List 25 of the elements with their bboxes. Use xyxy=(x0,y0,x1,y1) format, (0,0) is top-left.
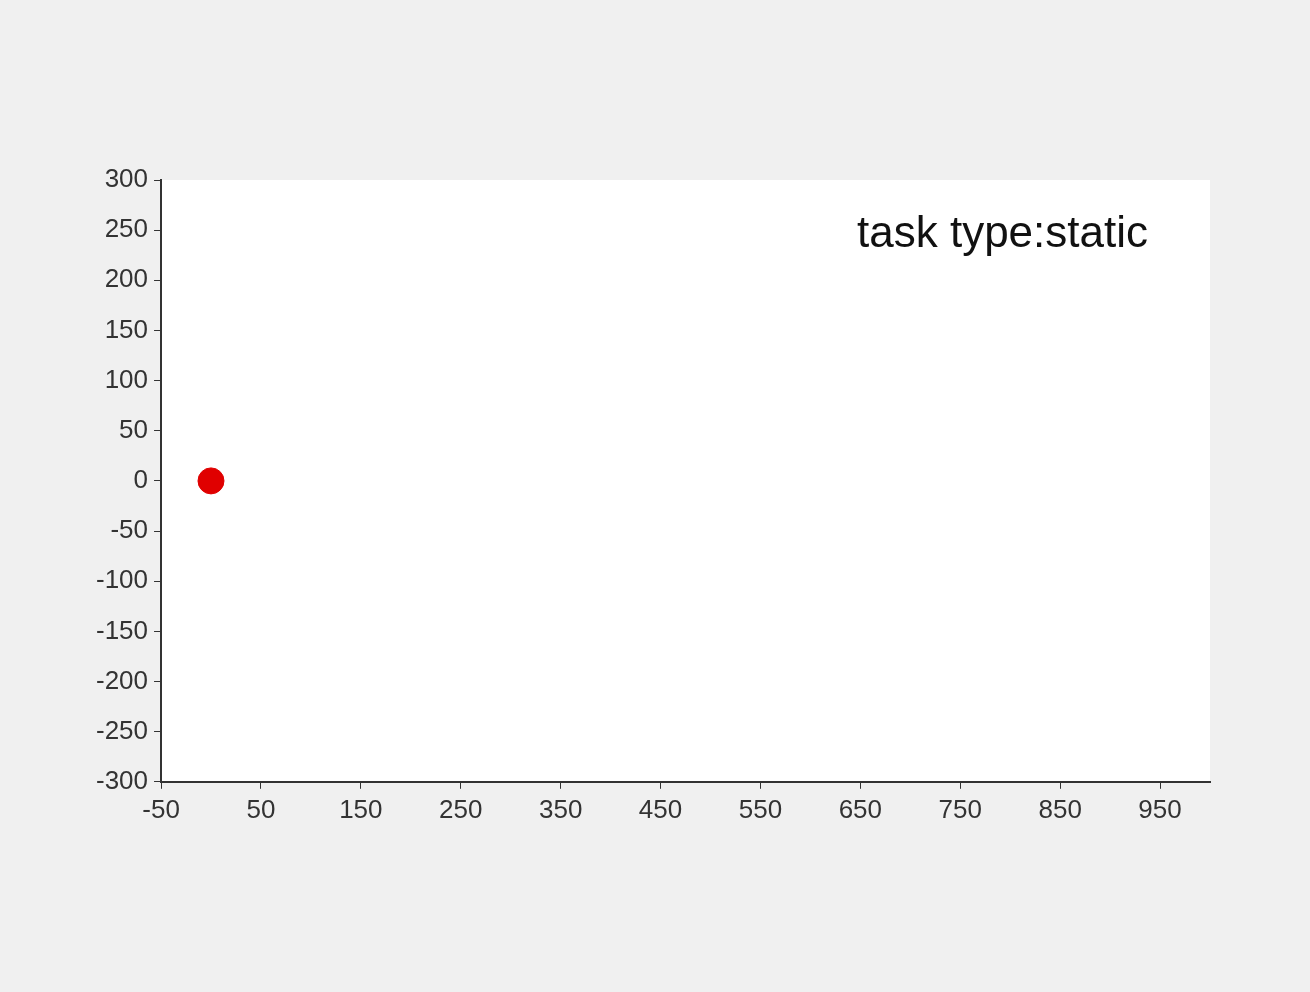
x-tick-label: 150 xyxy=(339,793,383,824)
x-tick-label: -50 xyxy=(142,793,180,824)
x-tick-label: 750 xyxy=(938,793,982,824)
y-tick-label: 300 xyxy=(104,163,149,194)
y-tick-label: -150 xyxy=(95,614,149,645)
y-tick-label: -250 xyxy=(95,714,149,745)
y-tick-label: -50 xyxy=(110,514,149,545)
x-tick-label: 650 xyxy=(838,793,883,824)
y-tick-label: -100 xyxy=(95,564,149,595)
annotation: task type:static xyxy=(856,207,1148,257)
x-tick-label: 550 xyxy=(738,793,783,824)
y-tick-label: 0 xyxy=(133,464,149,495)
x-tick-label: 350 xyxy=(538,793,583,824)
y-tick-label: 150 xyxy=(104,313,149,344)
x-tick-label: 250 xyxy=(439,793,483,824)
y-tick-label: 100 xyxy=(104,363,149,394)
x-tick-label: 950 xyxy=(1138,793,1182,824)
x-tick-label: 50 xyxy=(246,793,276,824)
y-tick-label: -300 xyxy=(95,764,149,795)
y-tick-label: -200 xyxy=(95,664,149,695)
y-tick-label: 50 xyxy=(119,413,149,444)
x-tick-label: 850 xyxy=(1038,793,1082,824)
y-tick-label: 200 xyxy=(104,263,149,294)
y-tick-label: 250 xyxy=(104,213,149,244)
x-tick-label: 450 xyxy=(638,793,683,824)
